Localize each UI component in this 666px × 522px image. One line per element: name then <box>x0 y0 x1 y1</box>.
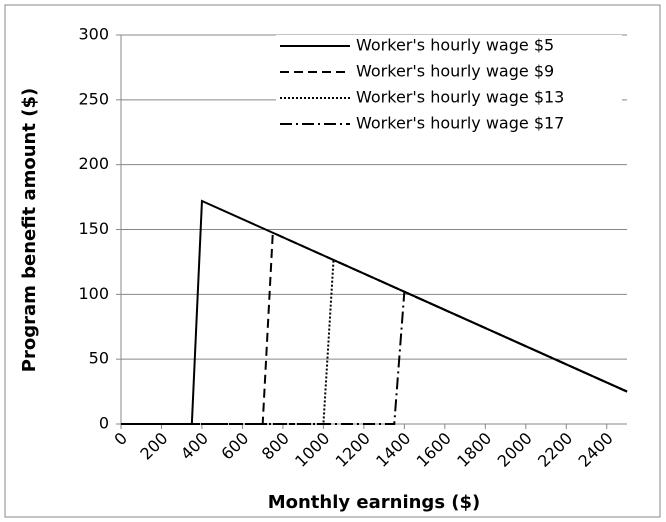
y-axis-title: Program benefit amount ($) <box>19 88 40 372</box>
legend-bg <box>276 61 622 83</box>
y-tick-label: 250 <box>78 89 109 108</box>
y-tick-label: 150 <box>78 219 109 238</box>
y-tick-label: 100 <box>78 284 109 303</box>
series-line <box>121 290 628 425</box>
y-tick-label: 200 <box>78 154 109 173</box>
legend-bg <box>276 113 622 135</box>
legend-label: Worker's hourly wage $13 <box>356 88 564 107</box>
x-axis-title: Monthly earnings ($) <box>268 492 481 513</box>
y-tick-label: 50 <box>89 349 109 368</box>
y-tick-label: 300 <box>78 25 109 44</box>
series-line <box>121 258 628 425</box>
legend-bg <box>276 35 622 57</box>
legend-label: Worker's hourly wage $5 <box>356 36 554 55</box>
legend-bg <box>276 87 622 109</box>
legend-label: Worker's hourly wage $9 <box>356 62 554 81</box>
y-tick-label: 0 <box>99 414 109 433</box>
legend-label: Worker's hourly wage $17 <box>356 114 564 133</box>
